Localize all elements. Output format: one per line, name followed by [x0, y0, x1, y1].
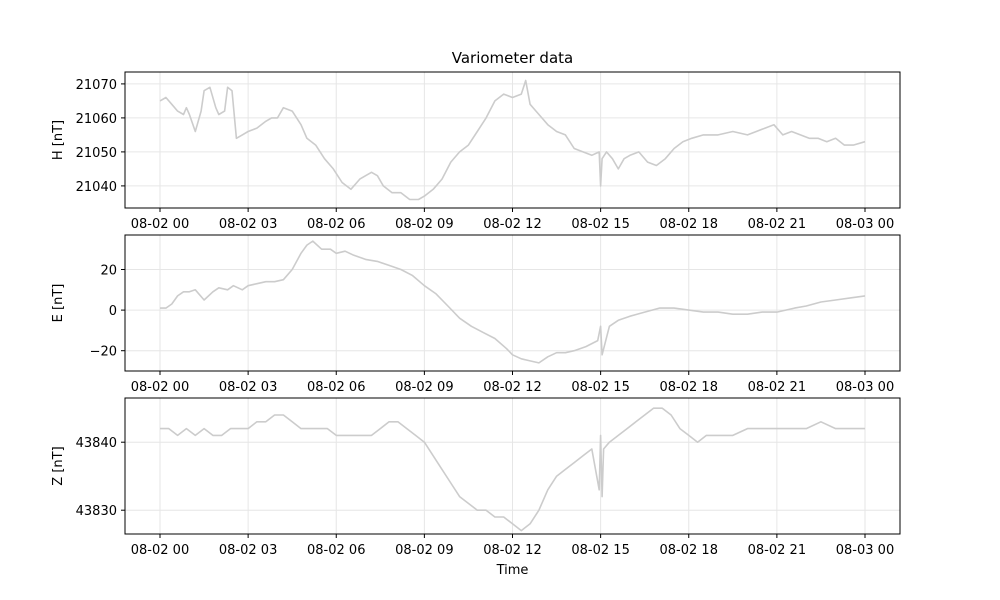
- y-axis-label-e: E [nT]: [51, 284, 66, 323]
- y-tick-label: 0: [109, 304, 117, 319]
- x-tick-label: 08-02 03: [219, 217, 277, 232]
- x-tick-label: 08-02 15: [571, 380, 629, 395]
- x-tick-label: 08-02 12: [483, 543, 541, 558]
- x-tick-label: 08-02 09: [395, 217, 453, 232]
- y-tick-label: 21040: [76, 180, 117, 195]
- x-tick-label: 08-02 06: [307, 543, 365, 558]
- x-tick-label: 08-02 18: [660, 543, 718, 558]
- x-tick-label: 08-02 06: [307, 380, 365, 395]
- x-tick-label: 08-03 00: [836, 543, 894, 558]
- y-tick-label: 20: [100, 264, 117, 279]
- panel-h: 08-02 00 08-02 03 08-02 06 08-02 09 08-02 12…: [51, 71, 901, 232]
- x-tick-label: 08-02 00: [131, 543, 189, 558]
- y-tick-label: 43830: [76, 504, 117, 519]
- x-tick-label: 08-02 18: [660, 217, 718, 232]
- chart-title: Variometer data: [452, 49, 573, 67]
- x-axis-label: Time: [496, 563, 529, 578]
- x-tick-label: 08-02 03: [219, 543, 277, 558]
- y-tick-label: 43840: [76, 436, 117, 451]
- x-tick-label: 08-02 21: [748, 217, 806, 232]
- panel-e: 08-02 00 08-02 03 08-02 06 08-02 09 08-02 12…: [51, 234, 901, 395]
- x-tick-label: 08-03 00: [836, 380, 894, 395]
- panel-z: 08-02 00 08-02 03 08-02 06 08-02 09 08-02 12…: [51, 397, 901, 558]
- x-tick-label: 08-02 03: [219, 380, 277, 395]
- y-tick-label: −20: [90, 345, 117, 360]
- y-tick-label: 21070: [76, 78, 117, 93]
- x-tick-label: 08-02 21: [748, 380, 806, 395]
- y-axis-label-h: H [nT]: [51, 120, 66, 160]
- x-tick-label: 08-02 09: [395, 543, 453, 558]
- x-tick-label: 08-03 00: [836, 217, 894, 232]
- x-tick-label: 08-02 00: [131, 380, 189, 395]
- x-tick-label: 08-02 09: [395, 380, 453, 395]
- series-line-z: [160, 407, 865, 532]
- x-tick-label: 08-02 12: [483, 380, 541, 395]
- y-tick-label: 21050: [76, 146, 117, 161]
- x-tick-label: 08-02 15: [571, 217, 629, 232]
- x-tick-label: 08-02 06: [307, 217, 365, 232]
- x-tick-label: 08-02 00: [131, 217, 189, 232]
- y-tick-label: 21060: [76, 112, 117, 127]
- x-tick-label: 08-02 18: [660, 380, 718, 395]
- series-line-h: [159, 79, 866, 201]
- x-tick-label: 08-02 15: [571, 543, 629, 558]
- x-tick-label: 08-02 12: [483, 217, 541, 232]
- series-line-e: [160, 240, 866, 364]
- y-axis-label-z: Z [nT]: [51, 446, 66, 485]
- x-tick-label: 08-02 21: [748, 543, 806, 558]
